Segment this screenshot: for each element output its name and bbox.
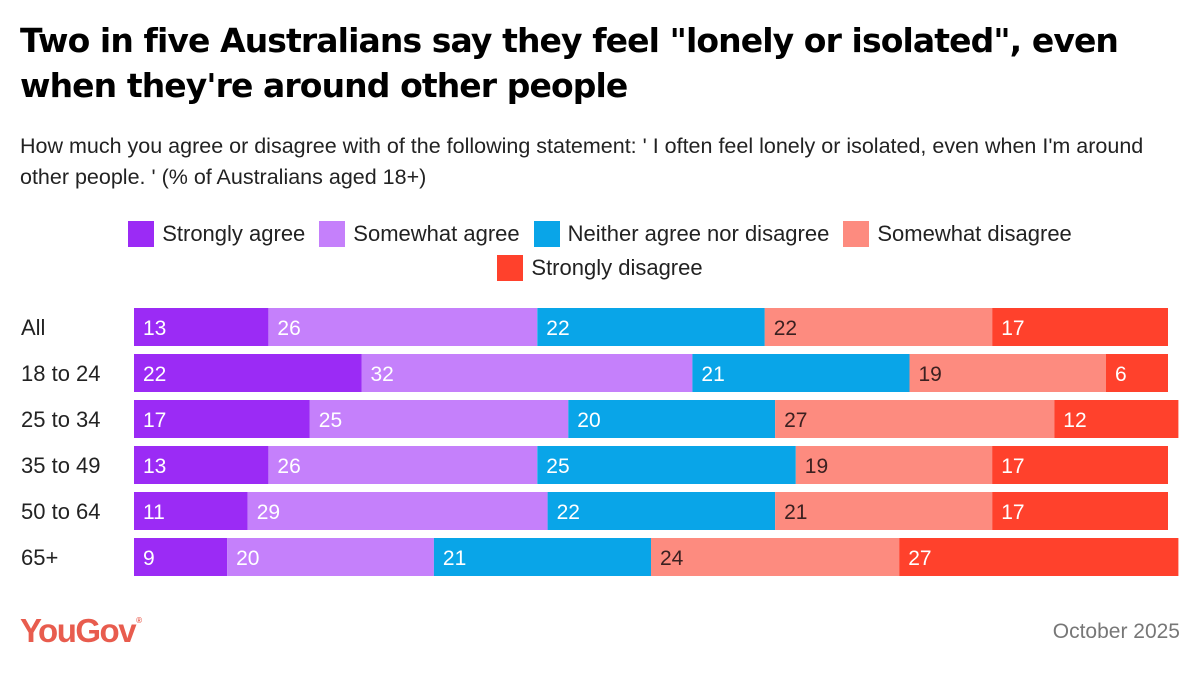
- category-label: 25 to 34: [21, 407, 101, 432]
- value-label: 20: [577, 409, 600, 432]
- bar-segment-strongly-disagree: [1106, 354, 1168, 392]
- value-label: 26: [277, 317, 300, 340]
- value-label: 22: [546, 317, 569, 340]
- legend-swatch: [319, 221, 346, 247]
- bar-segment-neither-agree-nor-disagree: [568, 400, 776, 438]
- bar-segment-somewhat-disagree: [775, 400, 1055, 438]
- bar-segment-somewhat-agree: [227, 538, 434, 576]
- category-label: 65+: [21, 545, 58, 570]
- bar-segment-strongly-disagree: [992, 308, 1168, 346]
- bar-segment-neither-agree-nor-disagree: [537, 446, 796, 484]
- bar-segment-somewhat-agree: [361, 354, 693, 392]
- value-label: 24: [660, 547, 684, 570]
- value-label: 22: [557, 501, 580, 524]
- bar-row-all: All 13 26 22 22 17: [21, 308, 1168, 346]
- bar-segment-somewhat-disagree: [775, 492, 993, 530]
- bar-segment-somewhat-disagree: [764, 308, 993, 346]
- category-label: 18 to 24: [21, 361, 101, 386]
- category-label: 35 to 49: [21, 453, 101, 478]
- bar-row-18-to-24: 18 to 24 22 32 21 19 6: [21, 354, 1168, 392]
- bar-segment-somewhat-agree: [309, 400, 569, 438]
- value-label: 17: [1001, 501, 1024, 524]
- value-label: 29: [257, 501, 280, 524]
- bar-row-65: 65+ 9 20 21 24 27: [21, 538, 1179, 576]
- legend-label: Somewhat disagree: [877, 221, 1072, 246]
- value-label: 20: [236, 547, 259, 570]
- value-label: 19: [805, 455, 828, 478]
- date-label: October 2025: [1052, 620, 1180, 643]
- bar-segment-neither-agree-nor-disagree: [692, 354, 910, 392]
- bar-segment-strongly-agree: [134, 446, 269, 484]
- value-label: 21: [701, 363, 724, 386]
- legend-label: Strongly agree: [162, 221, 306, 246]
- value-label: 17: [1001, 317, 1024, 340]
- logo-text: YouGov: [20, 612, 137, 649]
- legend-swatch: [497, 255, 524, 281]
- value-label: 11: [143, 501, 165, 524]
- value-label: 9: [143, 547, 155, 570]
- value-label: 13: [143, 455, 166, 478]
- logo-registered-mark: ®: [136, 616, 142, 625]
- value-label: 21: [784, 501, 807, 524]
- category-label: 50 to 64: [21, 499, 101, 524]
- bar-segment-strongly-disagree: [1054, 400, 1179, 438]
- value-label: 25: [546, 455, 569, 478]
- value-label: 21: [443, 547, 466, 570]
- value-label: 6: [1115, 363, 1127, 386]
- yougov-logo: YouGov®: [20, 612, 142, 650]
- legend-item-strongly-disagree: Strongly disagree: [497, 253, 703, 283]
- bar-segment-somewhat-disagree: [651, 538, 900, 576]
- bar-segment-somewhat-disagree: [795, 446, 993, 484]
- legend: Strongly agree Somewhat agree Neither ag…: [40, 219, 1160, 283]
- bar-segment-strongly-agree: [134, 354, 362, 392]
- value-label: 22: [143, 363, 166, 386]
- bar-segment-somewhat-agree: [268, 446, 538, 484]
- bar-segment-somewhat-disagree: [909, 354, 1106, 392]
- legend-item-neither: Neither agree nor disagree: [533, 219, 830, 249]
- bar-segment-neither-agree-nor-disagree: [433, 538, 651, 576]
- value-label: 25: [319, 409, 342, 432]
- value-label: 17: [143, 409, 166, 432]
- value-label: 32: [371, 363, 394, 386]
- value-label: 22: [774, 317, 797, 340]
- value-label: 13: [143, 317, 166, 340]
- bar-segment-strongly-agree: [134, 538, 228, 576]
- bar-segment-strongly-disagree: [899, 538, 1179, 576]
- bar-row-50-to-64: 50 to 64 11 29 22 21 17: [21, 492, 1168, 530]
- legend-item-somewhat-agree: Somewhat agree: [319, 219, 520, 249]
- value-label: 17: [1001, 455, 1024, 478]
- category-label: All: [21, 315, 45, 340]
- bar-segment-strongly-agree: [134, 492, 248, 530]
- legend-label: Neither agree nor disagree: [567, 221, 830, 246]
- legend-item-strongly-agree: Strongly agree: [128, 219, 305, 249]
- legend-swatch: [533, 221, 560, 247]
- bar-segment-strongly-agree: [134, 400, 310, 438]
- bar-segment-somewhat-agree: [247, 492, 548, 530]
- bar-segment-strongly-disagree: [992, 446, 1168, 484]
- chart-title: Two in five Australians say they feel "l…: [20, 21, 1119, 105]
- legend-label: Somewhat agree: [353, 221, 520, 246]
- value-label: 12: [1063, 409, 1086, 432]
- chart-subtitle: How much you agree or disagree with of t…: [20, 134, 1144, 189]
- bar-segment-somewhat-agree: [268, 308, 538, 346]
- bar-segment-strongly-agree: [134, 308, 269, 346]
- bar-row-25-to-34: 25 to 34 17 25 20 27 12: [21, 400, 1179, 438]
- legend-item-somewhat-disagree: Somewhat disagree: [843, 219, 1072, 249]
- bar-segment-strongly-disagree: [992, 492, 1168, 530]
- value-label: 26: [277, 455, 300, 478]
- bar-row-35-to-49: 35 to 49 13 26 25 19 17: [21, 446, 1168, 484]
- legend-swatch: [128, 221, 155, 247]
- legend-swatch: [843, 221, 870, 247]
- stacked-bar-chart: All 13 26 22 22 17 18 to 24 22 32 21 19 6 25 to 34 17…: [21, 308, 1179, 576]
- value-label: 27: [784, 409, 807, 432]
- bar-segment-neither-agree-nor-disagree: [537, 308, 765, 346]
- bar-segment-neither-agree-nor-disagree: [547, 492, 776, 530]
- legend-label: Strongly disagree: [531, 255, 703, 280]
- value-label: 19: [919, 363, 942, 386]
- value-label: 27: [908, 547, 931, 570]
